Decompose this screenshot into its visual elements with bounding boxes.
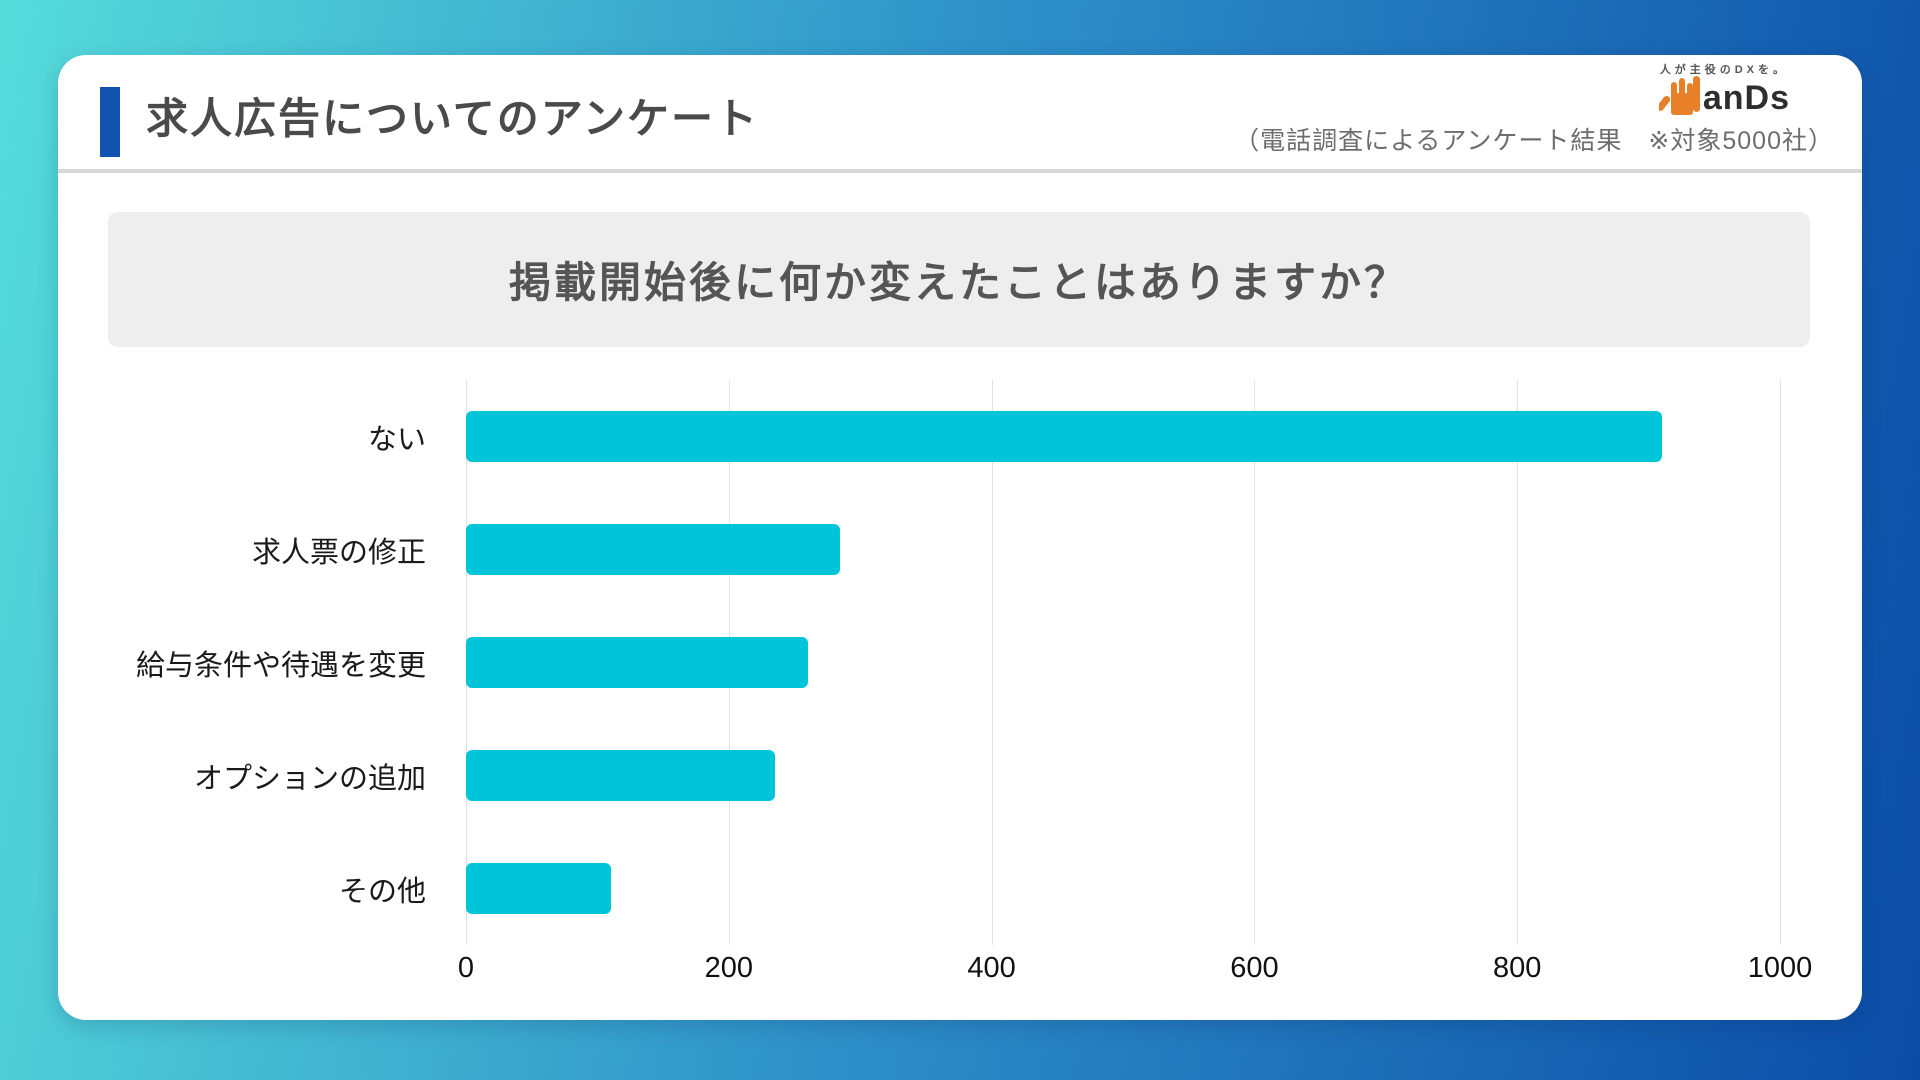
bar-track xyxy=(466,411,1780,462)
bar xyxy=(466,411,1662,462)
x-tick-label: 0 xyxy=(457,952,475,984)
chart-row: 給与条件や待遇を変更 xyxy=(106,606,1780,719)
gridline xyxy=(1780,380,1781,945)
bar-chart: ない求人票の修正給与条件や待遇を変更オプションの追加その他 0 200 400 600… xyxy=(106,380,1812,1000)
question-banner: 掲載開始後に何か変えたことはありますか？ xyxy=(108,212,1810,347)
x-axis: 0 200 400 600 800 1000 xyxy=(458,952,1812,997)
bar xyxy=(466,863,611,914)
category-label: その他 xyxy=(338,875,426,908)
bar-track xyxy=(466,524,1780,575)
x-tick-label: 800 xyxy=(1492,952,1542,984)
page-title: 求人広告についてのアンケート xyxy=(146,95,760,142)
survey-note: （電話調査によるアンケート結果 ※対象5000社） xyxy=(1234,127,1834,155)
chart-row: ない xyxy=(106,380,1780,493)
question-text: 掲載開始後に何か変えたことはありますか？ xyxy=(508,259,1409,306)
bar xyxy=(466,524,841,575)
logo-row: anDs xyxy=(1658,75,1790,117)
title-accent-bar xyxy=(100,87,120,157)
category-label: オプションの追加 xyxy=(193,762,426,795)
bar-track xyxy=(466,863,1780,914)
gridline xyxy=(991,380,993,945)
logo-tagline: 人が主役のDXを。 xyxy=(1659,64,1788,76)
bar-track xyxy=(466,637,1780,688)
gridline xyxy=(1517,380,1519,945)
x-tick-label: 600 xyxy=(1230,952,1279,984)
survey-card: 求人広告についてのアンケート （電話調査によるアンケート結果 ※対象5000社）… xyxy=(58,55,1862,1020)
card-header: 求人広告についてのアンケート （電話調査によるアンケート結果 ※対象5000社）… xyxy=(58,55,1862,173)
x-tick-label: 400 xyxy=(967,952,1016,984)
logo-text: anDs xyxy=(1702,79,1790,117)
category-label: 求人票の修正 xyxy=(251,536,426,569)
bar xyxy=(466,637,808,688)
x-tick-label: 1000 xyxy=(1747,952,1813,984)
chart-row: オプションの追加 xyxy=(106,719,1780,832)
gridline xyxy=(1254,380,1256,945)
chart-rows: ない求人票の修正給与条件や待遇を変更オプションの追加その他 xyxy=(106,380,1780,945)
category-label: ない xyxy=(367,423,426,456)
x-tick-label: 200 xyxy=(704,952,753,984)
chart-row: その他 xyxy=(106,832,1780,945)
bar-track xyxy=(466,750,1780,801)
category-label: 給与条件や待遇を変更 xyxy=(135,649,426,682)
chart-row: 求人票の修正 xyxy=(106,493,1780,606)
hand-icon xyxy=(1658,76,1700,115)
bar xyxy=(466,750,775,801)
brand-logo: 人が主役のDXを。 anDs xyxy=(1658,61,1790,117)
